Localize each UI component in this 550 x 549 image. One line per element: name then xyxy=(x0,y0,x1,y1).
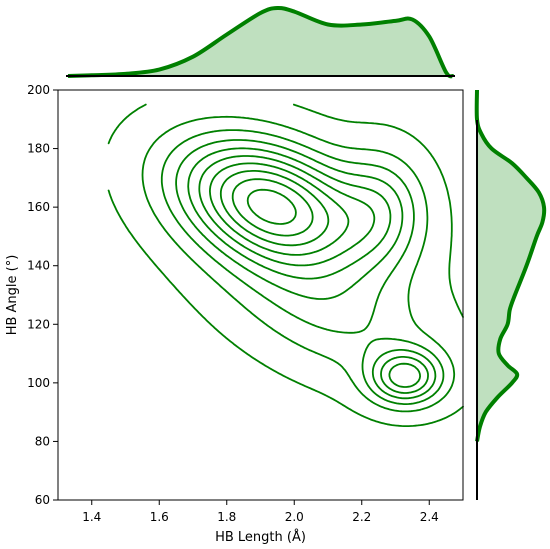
y-axis-ticks: 60 80 100 120 140 160 180 200 xyxy=(27,83,58,507)
contour-level-6 xyxy=(198,155,421,388)
y-tick-label: 160 xyxy=(27,200,50,214)
top-marginal-line xyxy=(67,5,454,79)
y-tick-label: 60 xyxy=(35,493,50,507)
y-tick-label: 120 xyxy=(27,317,50,331)
contour-level-3 xyxy=(160,129,445,405)
top-marginal-kde xyxy=(66,5,455,79)
y-tick-label: 80 xyxy=(35,434,50,448)
x-tick-label: 2.2 xyxy=(352,510,371,524)
contour-level-4 xyxy=(175,139,437,400)
joint-plot-area: 1.4 1.6 1.8 2.0 2.2 2.4 60 80 100 120 140 160 180 20… xyxy=(27,83,464,524)
x-tick-label: 1.6 xyxy=(150,510,169,524)
contour-level-1 xyxy=(107,103,464,427)
contour-level-8 xyxy=(219,170,330,247)
contour-level-7 xyxy=(209,162,350,256)
right-marginal-kde xyxy=(474,89,547,500)
x-tick-label: 1.8 xyxy=(217,510,236,524)
right-marginal-fill xyxy=(476,90,545,442)
y-axis-label: HB Angle (°) xyxy=(5,255,20,336)
contour-level-9 xyxy=(231,178,314,237)
y-tick-label: 100 xyxy=(27,376,50,390)
x-tick-label: 2.0 xyxy=(285,510,304,524)
x-tick-label: 2.4 xyxy=(420,510,439,524)
contour-level-2 xyxy=(141,115,456,413)
kde-contours xyxy=(107,103,464,427)
contour-level-10 xyxy=(246,188,297,225)
plot-frame xyxy=(57,89,464,501)
right-marginal-line xyxy=(474,89,547,442)
contour-level-5 xyxy=(187,147,429,394)
x-axis-ticks: 1.4 1.6 1.8 2.0 2.2 2.4 xyxy=(82,500,439,524)
x-axis-label: HB Length (Å) xyxy=(215,529,306,545)
y-tick-label: 140 xyxy=(27,259,50,273)
x-tick-label: 1.4 xyxy=(82,510,101,524)
y-tick-label: 180 xyxy=(27,142,50,156)
y-tick-label: 200 xyxy=(27,83,50,97)
